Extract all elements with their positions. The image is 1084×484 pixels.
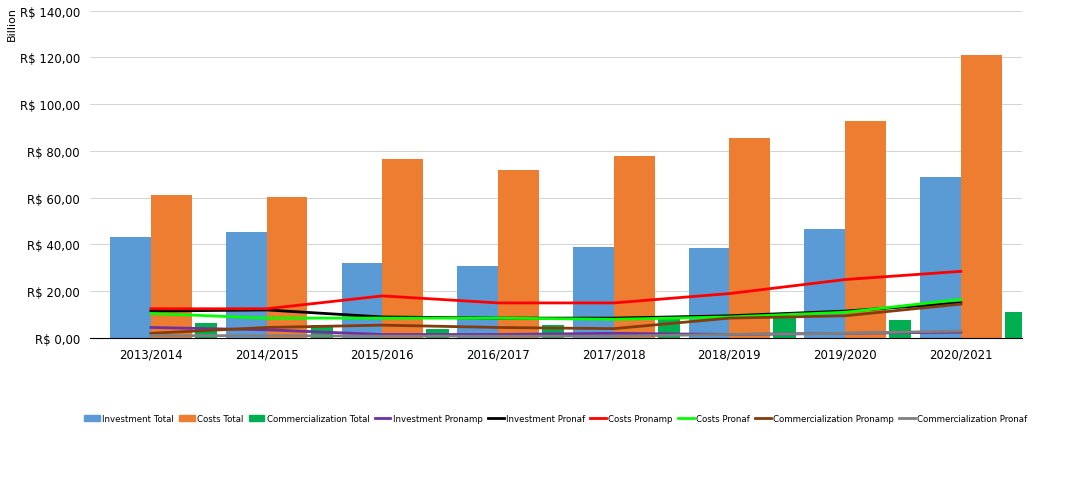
Bar	[730, 139, 771, 338]
Bar	[773, 316, 796, 338]
Bar	[804, 230, 846, 338]
Bar	[426, 329, 449, 338]
Bar	[1005, 313, 1028, 338]
Bar	[572, 247, 614, 338]
Bar	[341, 264, 383, 338]
Bar	[267, 197, 308, 338]
Legend: Investment Total, Costs Total, Commercialization Total, Investment Pronamp, Inve: Investment Total, Costs Total, Commercia…	[81, 411, 1031, 427]
Bar	[658, 319, 680, 338]
Bar	[457, 266, 498, 338]
Bar	[225, 232, 267, 338]
Bar	[542, 325, 565, 338]
Bar	[960, 56, 1002, 338]
Bar	[920, 177, 960, 338]
Bar	[151, 196, 192, 338]
Bar	[846, 121, 886, 338]
Bar	[498, 170, 539, 338]
Bar	[889, 321, 912, 338]
Bar	[195, 323, 217, 338]
Bar	[688, 248, 730, 338]
Bar	[614, 156, 655, 338]
Bar	[383, 160, 423, 338]
Bar	[310, 325, 333, 338]
Y-axis label: Billion: Billion	[7, 7, 17, 41]
Bar	[111, 238, 151, 338]
